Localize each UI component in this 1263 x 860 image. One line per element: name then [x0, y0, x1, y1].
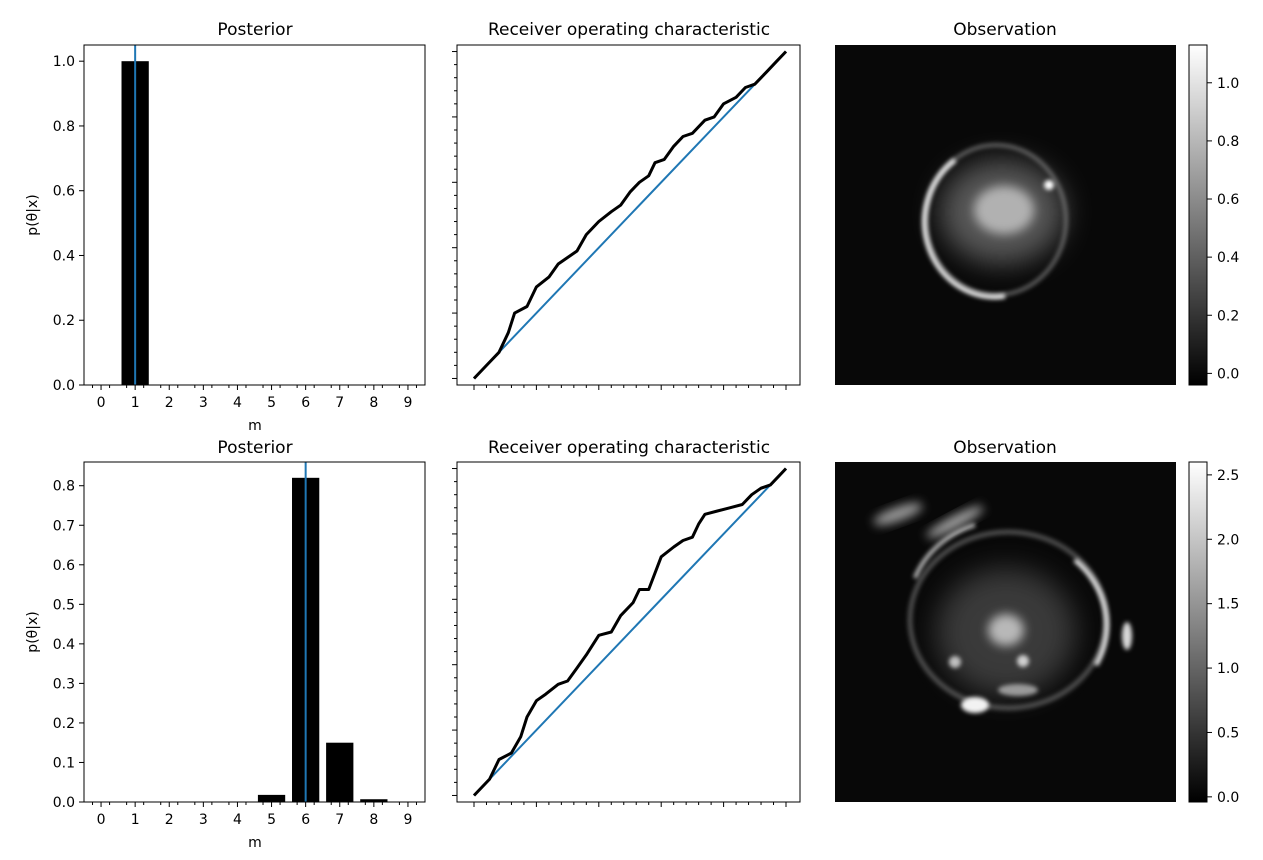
posterior-chart-2: Posterior 0 1 2 3 4 5 6 7 8 9 0.0 0.1 0.2 0.3 0.4 0.5 0.… [25, 438, 426, 851]
y-tick-label: 0.7 [53, 518, 75, 534]
roc-title-1: Receiver operating characteristic [488, 20, 770, 40]
roc-diagonal-line [473, 467, 787, 797]
posterior-bar [257, 794, 286, 802]
x-tick-label: 9 [403, 395, 412, 411]
y-tick-label: 0.6 [53, 184, 75, 200]
colorbar-tick-label: 0.5 [1217, 725, 1239, 741]
y-tick-label: 0.8 [53, 119, 75, 135]
roc-chart-1: Receiver operating characteristic [452, 20, 801, 390]
x-tick-label: 5 [267, 812, 276, 828]
colorbar-tick-label: 0.6 [1217, 192, 1239, 208]
x-tick-label: 4 [233, 395, 242, 411]
posterior-xlabel-1: m [248, 418, 262, 434]
x-tick-label: 8 [369, 395, 378, 411]
y-tick-label: 0.2 [53, 313, 75, 329]
posterior-title-2: Posterior [217, 438, 292, 458]
roc-title-2: Receiver operating characteristic [488, 438, 770, 458]
posterior-ylabel-2: p(θ|x) [25, 611, 41, 652]
roc-chart-2: Receiver operating characteristic [452, 438, 801, 807]
y-tick-label: 0.0 [53, 795, 75, 811]
y-tick-label: 0.4 [53, 248, 75, 264]
posterior-axes-frame-2 [83, 461, 426, 803]
y-tick-label: 0.1 [53, 755, 75, 771]
roc-diagonal-line [473, 50, 787, 380]
x-tick-label: 5 [267, 395, 276, 411]
x-tick-label: 7 [335, 395, 344, 411]
colorbar-tick-label: 0.2 [1217, 308, 1239, 324]
colorbar-2: 0.0 0.5 1.0 1.5 2.0 2.5 [1188, 461, 1239, 806]
x-tick-label: 6 [301, 812, 310, 828]
roc-curve [472, 50, 788, 380]
colorbar-1: 0.0 0.2 0.4 0.6 0.8 1.0 [1188, 44, 1239, 386]
y-tick-label: 0.5 [53, 597, 75, 613]
roc-curve [472, 467, 788, 797]
posterior-chart-1: Posterior 0 1 2 3 4 5 6 7 8 9 0.0 0.2 0.4 0.6 0.8 1.0 m… [25, 20, 426, 434]
colorbar-tick-label: 0.0 [1217, 790, 1239, 806]
colorbar-tick-label: 0.4 [1217, 250, 1239, 266]
y-tick-label: 0.3 [53, 676, 75, 692]
roc-axes-frame-2 [456, 461, 801, 803]
x-tick-label: 3 [199, 812, 208, 828]
y-tick-label: 0.0 [53, 378, 75, 394]
observation-image-2 [835, 462, 1176, 802]
posterior-bar [326, 742, 354, 802]
observation-title-2: Observation [953, 438, 1057, 458]
x-tick-label: 7 [335, 812, 344, 828]
y-tick-label: 1.0 [53, 54, 75, 70]
colorbar-tick-label: 0.0 [1217, 366, 1239, 382]
y-tick-label: 0.6 [53, 558, 75, 574]
x-tick-label: 1 [131, 812, 140, 828]
colorbar-tick-label: 1.0 [1217, 76, 1239, 92]
x-tick-label: 0 [97, 395, 106, 411]
colorbar-tick-label: 1.5 [1217, 597, 1239, 613]
posterior-ylabel-1: p(θ|x) [25, 194, 41, 235]
y-tick-label: 0.2 [53, 716, 75, 732]
colorbar-tick-label: 1.0 [1217, 661, 1239, 677]
x-tick-label: 3 [199, 395, 208, 411]
posterior-bar [360, 799, 388, 802]
x-tick-label: 2 [165, 395, 174, 411]
observation-image-1 [835, 45, 1176, 385]
x-tick-label: 2 [165, 812, 174, 828]
observation-chart-2: Observation 0.0 0.5 1.0 1.5 2.0 2.5 [835, 438, 1239, 806]
posterior-axes-frame-1 [83, 44, 426, 386]
y-tick-label: 0.4 [53, 637, 75, 653]
x-tick-label: 0 [97, 812, 106, 828]
x-tick-label: 1 [131, 395, 140, 411]
y-tick-label: 0.8 [53, 479, 75, 495]
x-tick-label: 9 [403, 812, 412, 828]
x-tick-label: 6 [301, 395, 310, 411]
posterior-xlabel-2: m [248, 835, 262, 851]
colorbar-tick-label: 2.0 [1217, 532, 1239, 548]
colorbar-tick-label: 0.8 [1217, 134, 1239, 150]
colorbar-tick-label: 2.5 [1217, 468, 1239, 484]
posterior-title-1: Posterior [217, 20, 292, 40]
observation-title-1: Observation [953, 20, 1057, 40]
x-tick-label: 4 [233, 812, 242, 828]
observation-chart-1: Observation 0.0 0.2 0.4 0.6 0.8 1.0 [835, 20, 1239, 386]
x-tick-label: 8 [369, 812, 378, 828]
roc-axes-frame-1 [456, 44, 801, 386]
